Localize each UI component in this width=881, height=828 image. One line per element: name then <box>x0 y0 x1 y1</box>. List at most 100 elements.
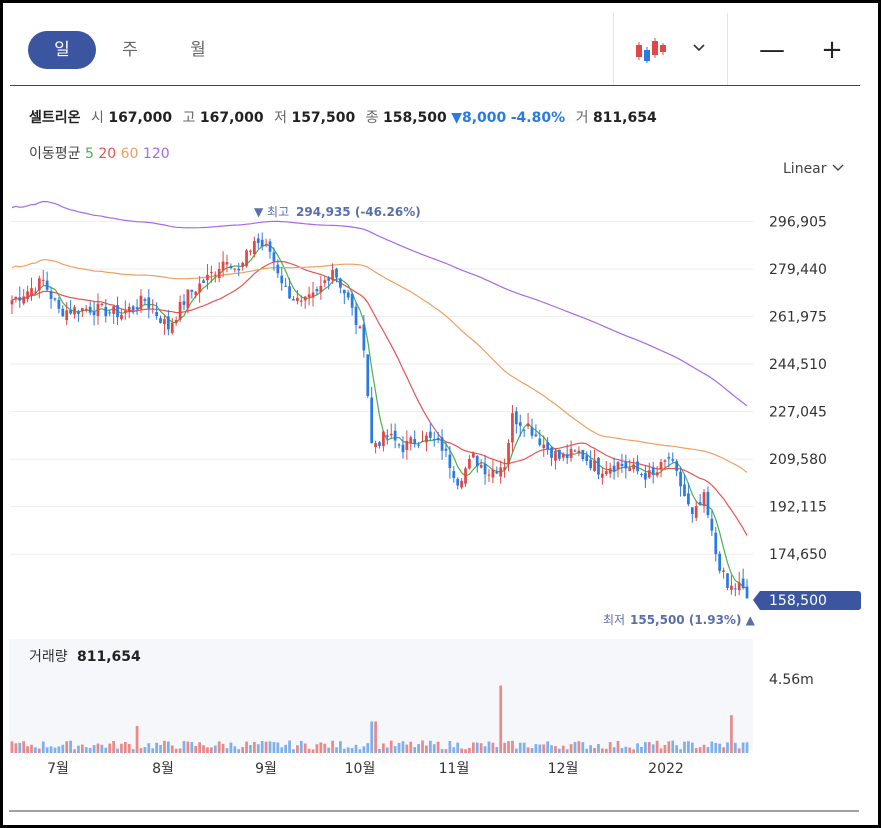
volume-bar <box>315 744 319 753</box>
candle-body <box>37 278 41 291</box>
volume-bar <box>628 747 632 753</box>
volume-bar <box>131 749 135 753</box>
volume-bar <box>675 745 679 753</box>
candle-body <box>26 291 29 299</box>
moving-average-line-120 <box>11 200 748 407</box>
candle-body <box>460 480 463 488</box>
candle-body <box>409 437 413 444</box>
moving-average-line-60 <box>11 259 748 473</box>
volume-bar <box>80 744 84 753</box>
volume-bar <box>151 748 155 753</box>
volume-value: 811,654 <box>592 110 657 126</box>
volume-bar <box>45 747 49 753</box>
high-marker-label: ▼ 최고 <box>254 205 289 219</box>
volume-bar <box>385 747 389 753</box>
candle-body <box>647 470 651 478</box>
volume-bar <box>327 747 331 753</box>
volume-bar <box>350 748 354 753</box>
price-axis-label: 209,580 <box>769 452 827 468</box>
candle-body <box>456 478 460 486</box>
volume-bar <box>585 748 589 753</box>
volume-bar <box>479 743 483 753</box>
candle-body <box>448 454 452 468</box>
candle-body <box>342 289 346 294</box>
tab-day[interactable]: 일 <box>28 31 96 69</box>
volume-bar <box>425 745 428 753</box>
candle-body <box>675 461 679 471</box>
volume-bar <box>636 743 639 753</box>
candle-body <box>530 427 534 436</box>
candle-body <box>714 532 718 555</box>
volume-bar <box>73 749 76 753</box>
volume-bar <box>526 747 530 753</box>
volume-bar <box>698 747 702 753</box>
volume-bar <box>417 744 420 753</box>
volume-bar <box>511 740 514 753</box>
volume-bar <box>178 748 182 753</box>
volume-bar <box>507 741 510 753</box>
close-value: 158,500 <box>383 110 447 126</box>
tab-week[interactable]: 주 <box>122 40 138 60</box>
candle-body <box>393 430 397 441</box>
volume-bar <box>690 742 694 753</box>
volume-bar <box>452 747 456 753</box>
volume-bar <box>530 748 534 753</box>
x-axis-label: 10월 <box>345 761 376 777</box>
volume-bar <box>88 748 92 753</box>
moving-average-line-5 <box>11 244 748 590</box>
volume-bar <box>421 740 424 753</box>
candle-body <box>127 306 131 313</box>
candle-body <box>507 443 510 465</box>
price-axis-label: 192,115 <box>769 500 827 516</box>
divider <box>727 13 728 85</box>
volume-bar <box>550 745 553 753</box>
candle-body <box>260 239 264 247</box>
chart-type-selector[interactable] <box>630 33 710 67</box>
volume-bar <box>61 744 65 753</box>
candle-body <box>378 442 381 446</box>
candle-body <box>546 442 550 449</box>
volume-bar <box>163 740 166 753</box>
volume-bar <box>155 742 158 753</box>
volume-bar <box>206 747 209 753</box>
ma-120: 120 <box>142 146 170 162</box>
candle-body <box>88 306 92 313</box>
scale-selector[interactable]: Linear <box>783 161 845 177</box>
volume-bar <box>644 742 647 753</box>
low-marker-value: 155,500 (1.93%) ▲ <box>630 613 756 627</box>
candle-body <box>155 311 158 317</box>
volume-label: 거 <box>575 110 589 126</box>
zoom-out-button[interactable]: — <box>759 35 785 65</box>
candle-body <box>249 250 252 252</box>
tab-month[interactable]: 월 <box>190 40 206 60</box>
volume-bar <box>538 744 542 753</box>
candle-body <box>108 312 112 314</box>
volume-bar <box>202 745 205 753</box>
chevron-down-icon <box>693 44 705 52</box>
candle-body <box>284 285 288 287</box>
candle-body <box>288 286 291 299</box>
volume-bar <box>241 747 245 753</box>
volume-bar <box>604 748 608 753</box>
zoom-in-button[interactable]: + <box>821 35 843 65</box>
volume-bar <box>651 744 655 753</box>
volume-bar <box>640 746 643 753</box>
volume-bar <box>663 745 667 753</box>
candle-body <box>362 324 366 351</box>
candle-body <box>491 469 495 478</box>
volume-bar <box>737 748 741 753</box>
candle-body <box>421 440 424 442</box>
candle-body <box>159 318 162 323</box>
candle-body <box>264 243 268 245</box>
volume-bar <box>569 744 573 753</box>
candle-body <box>22 296 26 304</box>
volume-bar <box>346 747 350 753</box>
candle-body <box>698 502 702 505</box>
candle-body <box>679 471 682 487</box>
volume-bar <box>702 744 706 753</box>
volume-bar <box>647 742 651 753</box>
candle-body <box>495 471 499 474</box>
volume-bar <box>272 742 276 753</box>
volume-bar <box>127 743 131 753</box>
volume-bar <box>233 746 237 753</box>
